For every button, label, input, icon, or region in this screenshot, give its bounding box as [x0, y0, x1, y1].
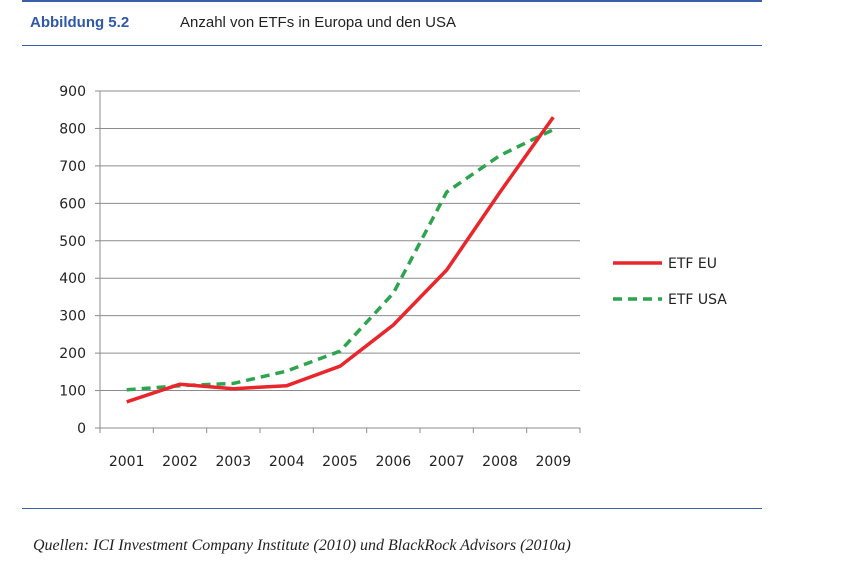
y-tick-label: 200 — [59, 346, 86, 362]
y-tick-label: 700 — [59, 159, 86, 175]
x-tick-label: 2009 — [536, 454, 572, 470]
series-line-etf-usa — [126, 128, 555, 392]
x-tick-label: 2004 — [269, 454, 305, 470]
figure-header: Abbildung 5.2 Anzahl von ETFs in Europa … — [30, 14, 456, 36]
y-tick-label: 300 — [59, 309, 86, 325]
axes — [95, 90, 581, 433]
figure-title: Anzahl von ETFs in Europa und den USA — [180, 14, 456, 31]
x-tick-label: 2005 — [322, 454, 358, 470]
source-note: Quellen: ICI Investment Company Institut… — [33, 537, 571, 554]
legend-label: ETF USA — [668, 292, 727, 308]
grid-lines — [100, 90, 580, 392]
x-tick-labels: 2001 2002 2003 2004 2005 2006 2007 2008 2009 — [109, 454, 571, 470]
y-tick-label: 400 — [59, 271, 86, 287]
footer-rule — [22, 508, 762, 509]
x-tick-label: 2002 — [162, 454, 198, 470]
x-tick-label: 2001 — [109, 454, 145, 470]
legend: ETF EU ETF USA — [613, 256, 727, 308]
series-lines — [126, 116, 555, 404]
y-tick-label: 800 — [59, 121, 86, 137]
x-tick-label: 2006 — [376, 454, 412, 470]
y-tick-labels: 0 100 200 300 400 500 600 700 800 900 — [59, 84, 86, 437]
figure-number: Abbildung 5.2 — [30, 14, 130, 31]
y-tick-label: 500 — [59, 234, 86, 250]
x-tick-label: 2007 — [429, 454, 465, 470]
header-rule — [22, 45, 762, 46]
top-rule — [22, 0, 762, 2]
y-tick-label: 100 — [59, 384, 86, 400]
legend-label: ETF EU — [668, 256, 717, 272]
x-tick-label: 2008 — [482, 454, 518, 470]
y-tick-label: 900 — [59, 84, 86, 100]
series-line-etf-eu — [126, 116, 555, 404]
y-tick-label: 600 — [59, 196, 86, 212]
y-tick-label: 0 — [77, 421, 86, 437]
x-tick-label: 2003 — [216, 454, 252, 470]
